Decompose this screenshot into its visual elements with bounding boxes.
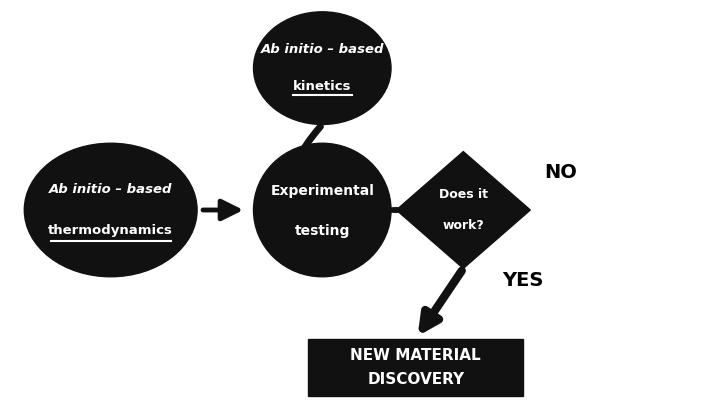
- Text: Ab initio – based: Ab initio – based: [261, 43, 384, 56]
- Text: NO: NO: [544, 163, 577, 182]
- Text: NEW MATERIAL: NEW MATERIAL: [350, 348, 481, 363]
- Bar: [308, 339, 523, 396]
- Text: YES: YES: [502, 271, 544, 290]
- Ellipse shape: [253, 12, 391, 124]
- Text: Ab initio – based: Ab initio – based: [49, 183, 173, 196]
- Text: kinetics: kinetics: [293, 80, 351, 93]
- Polygon shape: [396, 152, 530, 268]
- Ellipse shape: [253, 143, 391, 277]
- Text: work?: work?: [442, 219, 484, 232]
- Text: testing: testing: [295, 224, 350, 238]
- Ellipse shape: [24, 143, 197, 277]
- Text: Experimental: Experimental: [270, 184, 375, 198]
- Text: thermodynamics: thermodynamics: [48, 224, 173, 237]
- Text: DISCOVERY: DISCOVERY: [367, 372, 464, 387]
- Text: Does it: Does it: [439, 188, 488, 201]
